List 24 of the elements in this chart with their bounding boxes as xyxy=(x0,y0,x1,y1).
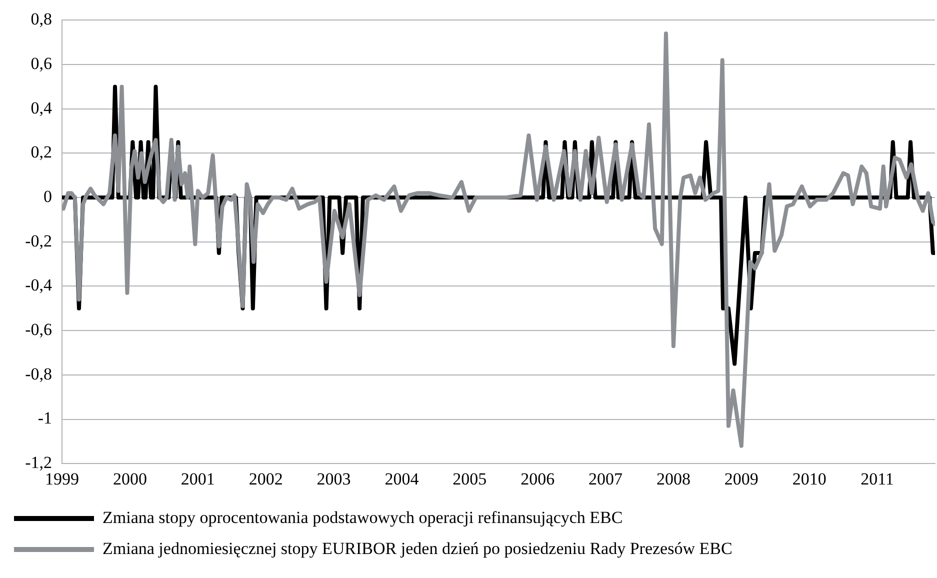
x-tick-label: 2006 xyxy=(520,469,555,488)
x-tick-label: 2005 xyxy=(452,469,487,488)
x-tick-label: 2010 xyxy=(792,469,826,488)
x-tick-label: 2004 xyxy=(384,469,420,488)
y-tick-label: -0,8 xyxy=(25,364,52,384)
x-tick-label: 2008 xyxy=(656,469,690,488)
x-tick-label: 2011 xyxy=(860,469,894,488)
y-tick-label: 0,8 xyxy=(30,10,52,29)
y-tick-label: 0,2 xyxy=(30,142,52,162)
x-tick-label: 2002 xyxy=(248,469,283,488)
y-tick-label: -0,2 xyxy=(25,231,52,250)
y-tick-label: 0,6 xyxy=(30,54,52,74)
legend-label: Zmiana stopy oprocentowania podstawowych operacji refinansujących EBC xyxy=(102,508,623,527)
x-tick-label: 2009 xyxy=(724,469,758,488)
y-tick-label: -0,4 xyxy=(25,276,52,295)
x-tick-label: 2001 xyxy=(180,469,215,488)
y-tick-label: -0,6 xyxy=(25,320,52,340)
legend-label: Zmiana jednomiesięcznej stopy EURIBOR jeden dzień po posiedzeniu Rady Prezesów EBC xyxy=(102,538,732,558)
x-tick-label: 2003 xyxy=(316,469,351,488)
y-tick-label: 0 xyxy=(44,187,52,206)
y-tick-label: 0,4 xyxy=(30,98,52,118)
x-tick-label: 2007 xyxy=(588,469,623,488)
y-tick-label: -1 xyxy=(38,408,52,428)
x-tick-label: 2000 xyxy=(112,469,147,488)
